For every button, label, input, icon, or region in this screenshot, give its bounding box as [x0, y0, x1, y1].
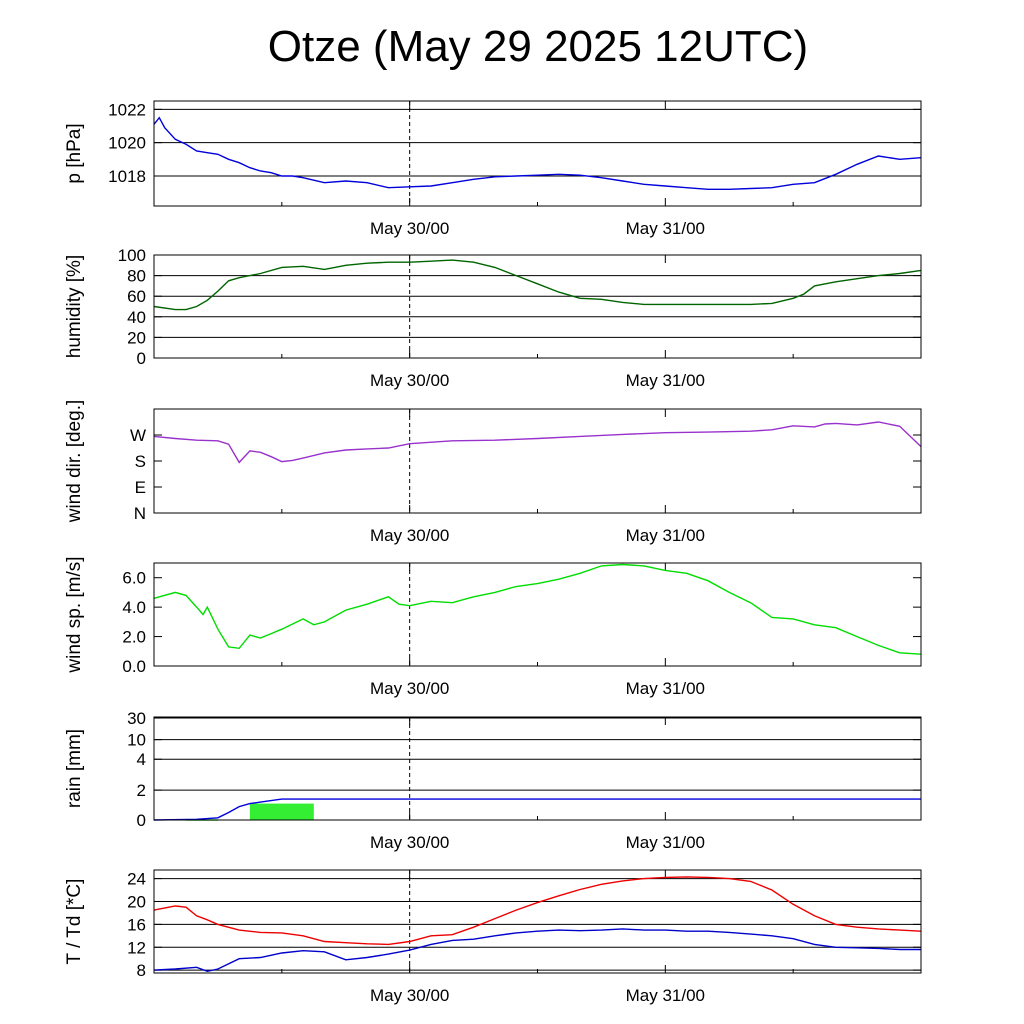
x-tick-label: May 31/00 [626, 526, 705, 545]
y-tick-label: 1018 [108, 167, 146, 186]
y-tick-label: 12 [127, 938, 146, 957]
x-tick-label: May 30/00 [370, 219, 449, 238]
panel-rain: 0 2 410 30 May 30/00 May 31/00 rain [mm] [64, 709, 922, 852]
y-tick-label: 30 [127, 709, 146, 728]
y-tick-label: 40 [127, 308, 146, 327]
series-line-temperature [153, 876, 922, 946]
rain-bar [249, 803, 314, 820]
y-tick-label: 1020 [108, 134, 146, 153]
y-tick-label: 0.0 [122, 657, 146, 676]
x-tick-label: May 30/00 [370, 679, 449, 698]
y-tick-label: 100 [118, 246, 146, 265]
series-line-wind_speed [153, 563, 922, 655]
panel-temperature: 8 12 16 20 24 May 30/00 May 31/00 T / Td [*C] [64, 869, 922, 1005]
x-tick-label: May 31/00 [626, 986, 705, 1005]
series-line-wind_dir [153, 421, 922, 464]
panel-frame [153, 408, 922, 514]
y-tick-label: 8 [137, 961, 146, 980]
x-tick-label: May 30/00 [370, 526, 449, 545]
y-axis-label: wind sp. [m/s] [64, 556, 85, 673]
series-line-humidity [153, 259, 922, 311]
x-tick-label: May 30/00 [370, 371, 449, 390]
y-axis-label: rain [mm] [64, 729, 85, 808]
series-line-dewpoint [153, 928, 921, 973]
y-tick-label: 20 [127, 328, 146, 347]
y-tick-label: 1022 [108, 100, 146, 119]
series-line-rain [153, 798, 921, 821]
x-tick-label: May 31/00 [626, 679, 705, 698]
y-tick-label: 4.0 [122, 598, 146, 617]
panel-frame [153, 100, 922, 207]
y-tick-label: W [130, 426, 146, 445]
y-tick-label: S [135, 452, 146, 471]
y-tick-label: E [135, 478, 146, 497]
x-tick-label: May 31/00 [626, 833, 705, 852]
y-tick-label: 80 [127, 267, 146, 286]
panel-frame [153, 869, 922, 974]
y-tick-label: 2.0 [122, 628, 146, 647]
panel-pressure: 1018 1020 1022 May 30/00 May 31/00 p [hPa] [64, 100, 922, 238]
y-tick-label: 6.0 [122, 569, 146, 588]
x-tick-label: May 30/00 [370, 833, 449, 852]
y-axis-label: p [hPa] [64, 123, 85, 183]
panel-frame [153, 716, 922, 821]
y-tick-label: 4 [137, 750, 146, 769]
x-tick-label: May 31/00 [626, 371, 705, 390]
y-tick-label: 16 [127, 915, 146, 934]
y-tick-label: 0 [137, 349, 146, 368]
y-tick-label: N [134, 504, 146, 523]
y-tick-label: 20 [127, 892, 146, 911]
y-tick-label: 60 [127, 287, 146, 306]
panel-frame [153, 562, 922, 667]
series-line-pressure [153, 116, 922, 191]
y-axis-label: wind dir. [deg.] [64, 400, 85, 524]
y-tick-label: 0 [137, 811, 146, 830]
y-tick-label: 10 [127, 731, 146, 750]
page-title: Otze (May 29 2025 12UTC) [267, 22, 809, 71]
x-tick-label: May 30/00 [370, 986, 449, 1005]
y-axis-label: humidity [%] [64, 255, 85, 358]
y-tick-label: 2 [137, 781, 146, 800]
y-axis-label: T / Td [*C] [64, 879, 85, 965]
panel-wind_speed: 0.0 2.0 4.0 6.0 May 30/00 May 31/00 wind sp. [… [64, 556, 922, 698]
x-tick-label: May 31/00 [626, 219, 705, 238]
y-tick-label: 24 [127, 870, 146, 889]
panel-frame [153, 254, 922, 359]
